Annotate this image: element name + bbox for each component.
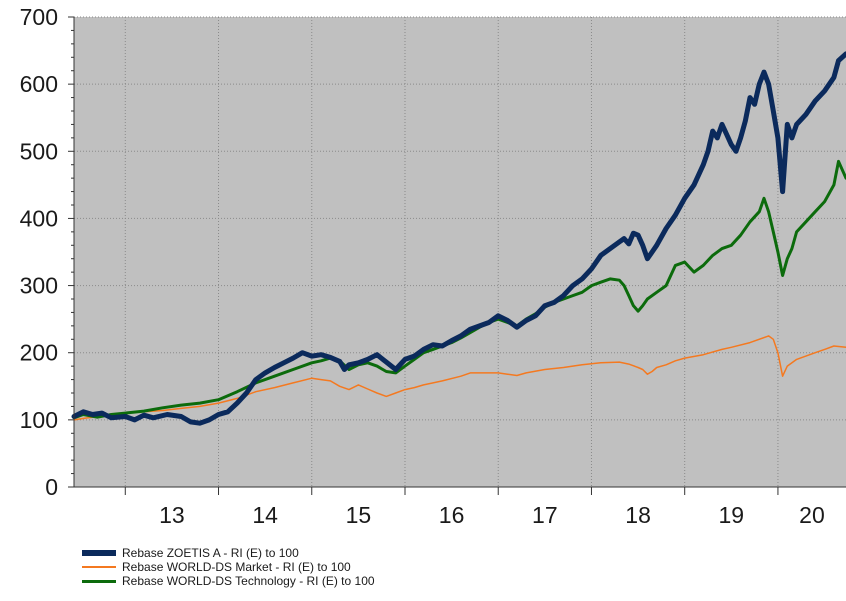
x-tick-label: 13: [159, 502, 185, 528]
x-tick-label: 17: [532, 502, 558, 528]
line-chart: 0 100 200 300 400 500 600 700 13 14 15 16 17 18 19 20: [20, 4, 846, 528]
legend-item-zoetis: Rebase ZOETIS A - RI (E) to 100: [82, 546, 375, 560]
y-tick-label: 700: [20, 4, 58, 30]
x-axis-ticks: 13 14 15 16 17 18 19 20: [124, 487, 825, 528]
y-tick-label: 500: [20, 138, 58, 164]
series-line-0: [71, 51, 846, 426]
y-tick-label: 600: [20, 71, 58, 97]
legend-item-world-technology: Rebase WORLD-DS Technology - RI (E) to 1…: [82, 574, 375, 588]
x-tick-label: 19: [719, 502, 745, 528]
x-tick-label: 20: [799, 502, 825, 528]
gridlines: [74, 16, 846, 487]
y-tick-label: 400: [20, 205, 58, 231]
legend-swatch-world-market: [82, 566, 116, 568]
series-lines: [71, 51, 846, 426]
y-tick-label: 0: [45, 474, 58, 500]
legend-item-world-market: Rebase WORLD-DS Market - RI (E) to 100: [82, 560, 375, 574]
x-tick-label: 16: [439, 502, 465, 528]
x-tick-label: 15: [346, 502, 372, 528]
legend-swatch-world-technology: [82, 579, 116, 583]
y-axis-ticks: 0 100 200 300 400 500 600 700: [20, 4, 74, 500]
legend: Rebase ZOETIS A - RI (E) to 100 Rebase W…: [82, 546, 375, 588]
legend-label-world-technology: Rebase WORLD-DS Technology - RI (E) to 1…: [122, 574, 375, 588]
legend-swatch-zoetis: [82, 550, 116, 556]
x-tick-label: 18: [625, 502, 651, 528]
y-tick-label: 200: [20, 340, 58, 366]
y-tick-label: 100: [20, 407, 58, 433]
legend-label-zoetis: Rebase ZOETIS A - RI (E) to 100: [122, 546, 299, 560]
y-tick-label: 300: [20, 273, 58, 299]
x-tick-label: 14: [252, 502, 278, 528]
series-line-1: [73, 335, 846, 421]
legend-label-world-market: Rebase WORLD-DS Market - RI (E) to 100: [122, 560, 351, 574]
plot-background: [74, 17, 846, 487]
